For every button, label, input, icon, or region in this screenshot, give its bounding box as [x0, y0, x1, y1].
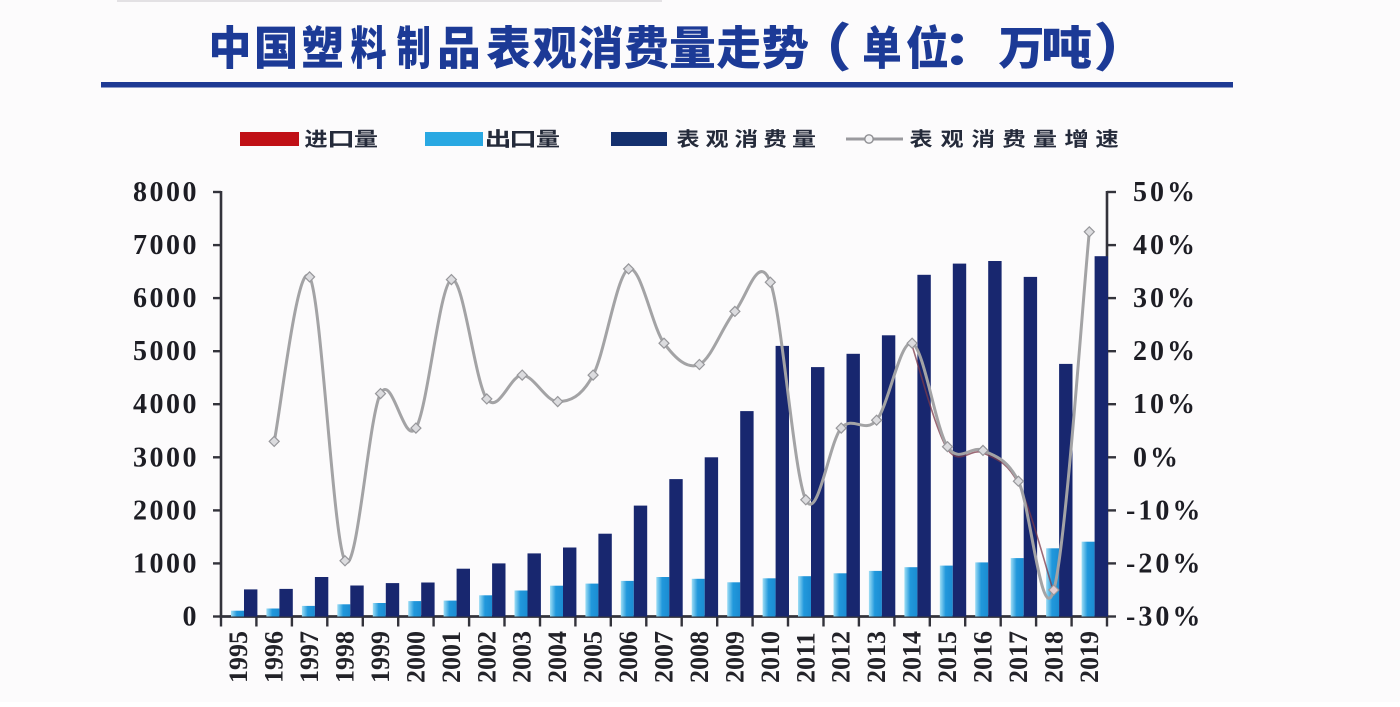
svg-text:7000: 7000: [133, 230, 199, 261]
svg-text:2006: 2006: [614, 631, 643, 683]
svg-text:2008: 2008: [685, 631, 714, 683]
svg-text:2000: 2000: [401, 631, 430, 683]
svg-text:-10%: -10%: [1126, 495, 1203, 526]
svg-text:2019: 2019: [1075, 631, 1104, 683]
svg-text:2007: 2007: [650, 631, 679, 683]
svg-text:3000: 3000: [133, 442, 199, 473]
svg-text:2003: 2003: [508, 631, 537, 683]
svg-text:4000: 4000: [133, 389, 199, 420]
svg-text:2009: 2009: [720, 631, 749, 683]
svg-text:2005: 2005: [579, 631, 608, 683]
svg-text:20%: 20%: [1133, 336, 1198, 367]
svg-text:1997: 1997: [295, 631, 324, 683]
svg-text:5000: 5000: [133, 336, 199, 367]
svg-text:30%: 30%: [1133, 283, 1198, 314]
svg-text:-30%: -30%: [1126, 602, 1203, 633]
svg-text:2010: 2010: [756, 631, 785, 683]
svg-text:1999: 1999: [366, 631, 395, 683]
svg-text:40%: 40%: [1133, 230, 1198, 261]
svg-text:2013: 2013: [862, 631, 891, 683]
svg-text:1996: 1996: [260, 631, 289, 683]
svg-text:2004: 2004: [543, 631, 572, 683]
svg-text:0: 0: [183, 602, 200, 633]
svg-text:10%: 10%: [1133, 389, 1198, 420]
svg-text:2015: 2015: [933, 631, 962, 683]
svg-text:2012: 2012: [827, 631, 856, 683]
svg-text:1998: 1998: [331, 631, 360, 683]
svg-text:2016: 2016: [969, 631, 998, 683]
svg-text:8000: 8000: [133, 177, 199, 208]
svg-text:50%: 50%: [1133, 177, 1198, 208]
svg-text:6000: 6000: [133, 283, 199, 314]
svg-text:2001: 2001: [437, 631, 466, 683]
svg-text:0%: 0%: [1133, 442, 1181, 473]
svg-text:1000: 1000: [133, 548, 199, 579]
svg-text:2011: 2011: [791, 632, 820, 683]
svg-text:2014: 2014: [898, 631, 927, 683]
svg-text:1995: 1995: [224, 631, 253, 683]
svg-text:2002: 2002: [472, 631, 501, 683]
svg-text:2000: 2000: [133, 495, 199, 526]
svg-text:-20%: -20%: [1126, 548, 1203, 579]
svg-text:2017: 2017: [1004, 631, 1033, 683]
svg-text:2018: 2018: [1039, 631, 1068, 683]
